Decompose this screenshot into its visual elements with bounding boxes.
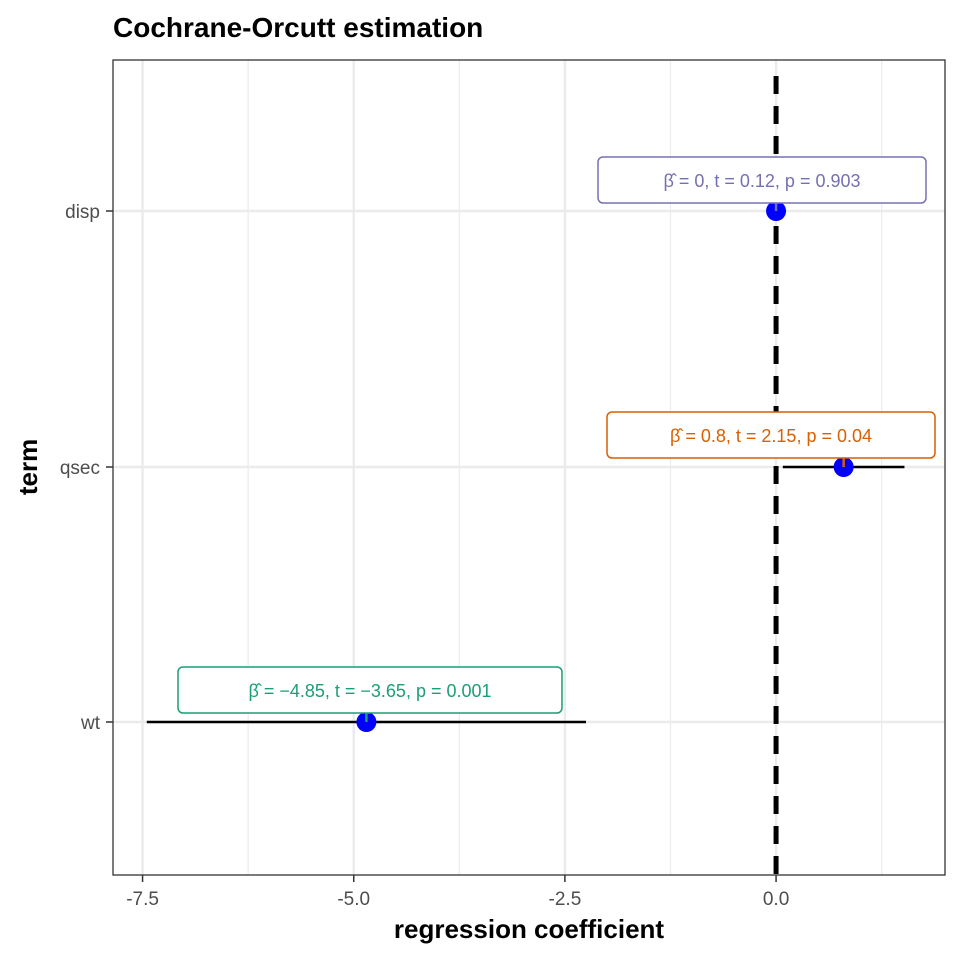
- y-axis-title: term: [13, 439, 43, 495]
- x-tick-label: -2.5: [549, 889, 582, 910]
- x-tick-label: -5.0: [337, 889, 370, 910]
- axis-layer: -7.5 -5.0 -2.5 0.0 disp qsec wt: [60, 202, 789, 910]
- y-tick-label-disp: disp: [65, 202, 100, 223]
- chart-title: Cochrane-Orcutt estimation: [113, 12, 483, 43]
- x-tick-label: 0.0: [763, 889, 789, 910]
- y-tick-label-qsec: qsec: [60, 458, 100, 479]
- label-text-qsec: β̂ = 0.8, t = 2.15, p = 0.04: [670, 426, 872, 446]
- label-box-disp: [597, 156, 927, 204]
- x-tick-label: -7.5: [126, 889, 159, 910]
- label-text-wt: β̂ = −4.85, t = −3.65, p = 0.001: [248, 681, 491, 701]
- y-tick-label-wt: wt: [80, 713, 101, 734]
- marks-layer: β̂ = 0, t = 0.12, p = 0.903 β̂ = 0.8, t =…: [146, 156, 936, 732]
- label-box-wt: [177, 666, 563, 714]
- label-text-disp: β̂ = 0, t = 0.12, p = 0.903: [664, 171, 861, 191]
- label-box-qsec: [606, 411, 936, 459]
- x-axis-title: regression coefficient: [394, 914, 665, 944]
